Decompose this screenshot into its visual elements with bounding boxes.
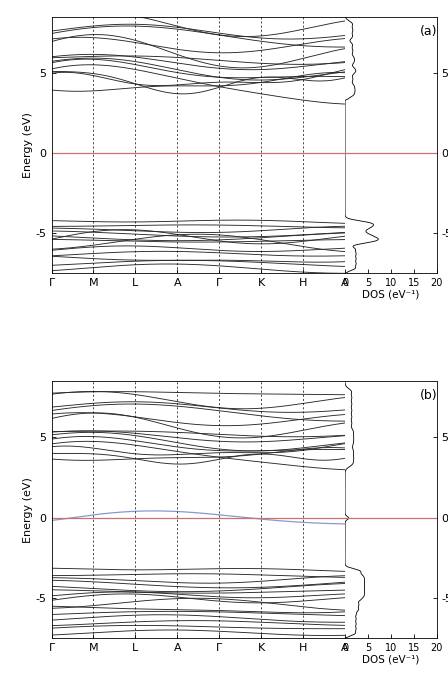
Text: (b): (b) (420, 389, 438, 402)
Y-axis label: Energy (eV): Energy (eV) (23, 112, 33, 178)
X-axis label: DOS (eV⁻¹): DOS (eV⁻¹) (362, 290, 420, 300)
X-axis label: DOS (eV⁻¹): DOS (eV⁻¹) (362, 654, 420, 664)
Text: (a): (a) (420, 24, 438, 38)
Y-axis label: Energy (eV): Energy (eV) (23, 477, 33, 543)
